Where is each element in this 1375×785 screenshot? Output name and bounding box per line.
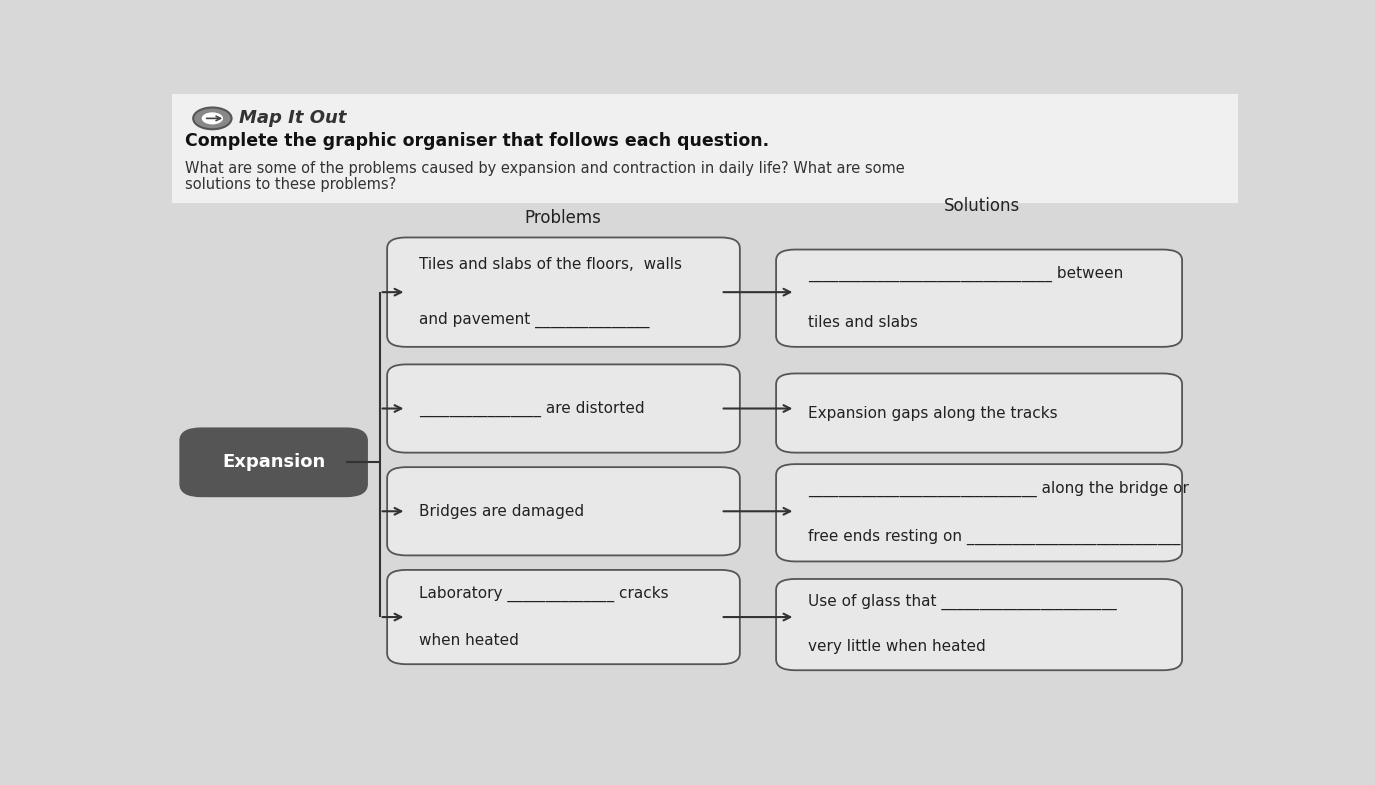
FancyBboxPatch shape: [180, 429, 367, 496]
Text: free ends resting on ____________________________: free ends resting on ___________________…: [808, 529, 1180, 545]
Circle shape: [202, 112, 223, 125]
FancyBboxPatch shape: [775, 374, 1182, 453]
Text: Expansion: Expansion: [221, 453, 326, 471]
Text: ________________ are distorted: ________________ are distorted: [419, 400, 645, 417]
FancyBboxPatch shape: [388, 237, 740, 347]
FancyBboxPatch shape: [388, 467, 740, 556]
Text: Bridges are damaged: Bridges are damaged: [419, 504, 584, 519]
Text: Use of glass that _______________________: Use of glass that ______________________…: [808, 594, 1116, 611]
Text: Tiles and slabs of the floors,  walls: Tiles and slabs of the floors, walls: [419, 257, 682, 272]
Text: ______________________________ along the bridge or: ______________________________ along the…: [808, 480, 1189, 497]
Text: tiles and slabs: tiles and slabs: [808, 315, 919, 330]
FancyBboxPatch shape: [172, 94, 1238, 203]
Text: Map It Out: Map It Out: [239, 109, 346, 127]
FancyBboxPatch shape: [775, 579, 1182, 670]
Text: Solutions: Solutions: [943, 197, 1020, 215]
Text: ________________________________ between: ________________________________ between: [808, 266, 1123, 282]
Text: Laboratory ______________ cracks: Laboratory ______________ cracks: [419, 586, 668, 602]
Text: solutions to these problems?: solutions to these problems?: [184, 177, 396, 192]
Text: Problems: Problems: [524, 209, 601, 227]
Text: and pavement _______________: and pavement _______________: [419, 312, 649, 328]
Text: Expansion gaps along the tracks: Expansion gaps along the tracks: [808, 406, 1057, 421]
Circle shape: [193, 108, 231, 130]
FancyBboxPatch shape: [388, 570, 740, 664]
Text: Complete the graphic organiser that follows each question.: Complete the graphic organiser that foll…: [184, 133, 769, 151]
Text: when heated: when heated: [419, 633, 518, 648]
Text: very little when heated: very little when heated: [808, 639, 986, 655]
FancyBboxPatch shape: [775, 464, 1182, 561]
FancyBboxPatch shape: [775, 250, 1182, 347]
FancyBboxPatch shape: [388, 364, 740, 453]
Text: What are some of the problems caused by expansion and contraction in daily life?: What are some of the problems caused by …: [184, 161, 905, 176]
